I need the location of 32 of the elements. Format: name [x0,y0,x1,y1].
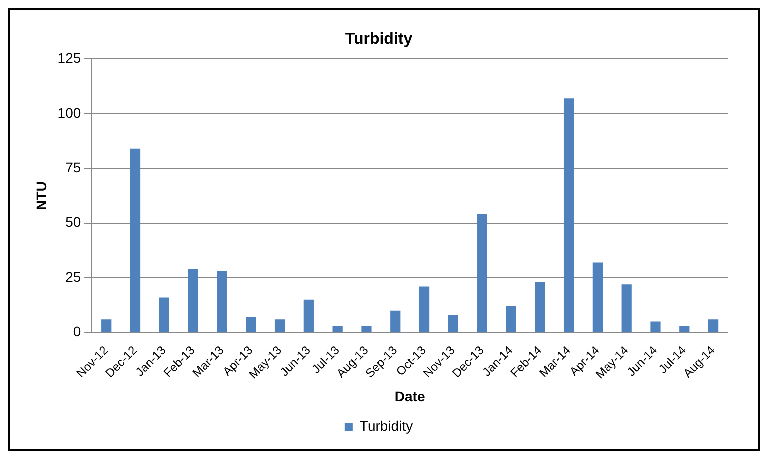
bar [390,310,401,332]
bar [274,320,286,332]
x-axis-title: Date [394,388,426,404]
bar [130,148,141,332]
bar [592,262,603,332]
y-tick-label: 100 [58,104,82,121]
bar [506,306,516,332]
bar [217,271,228,332]
bar [362,326,372,332]
y-tick-label: 25 [66,268,82,285]
y-axis-title: NTU [33,182,50,210]
bar [304,300,314,332]
y-tick-label: 75 [66,159,82,176]
bar [535,282,546,332]
bar [188,269,198,332]
legend-label: Turbidity [360,418,414,434]
bar [102,320,112,332]
y-tick-label: 50 [66,214,82,230]
chart-title: Turbidity [345,31,413,48]
bar [477,214,488,332]
bar [332,326,343,332]
bar [622,284,632,332]
bar [448,315,458,332]
bar [159,298,170,332]
y-tick-label: 0 [73,324,82,340]
bar [650,322,661,332]
bar [419,286,430,332]
bar [708,320,719,332]
y-tick-label: 125 [58,50,82,66]
bar [564,98,574,332]
bar [680,326,690,332]
bar [246,317,256,332]
